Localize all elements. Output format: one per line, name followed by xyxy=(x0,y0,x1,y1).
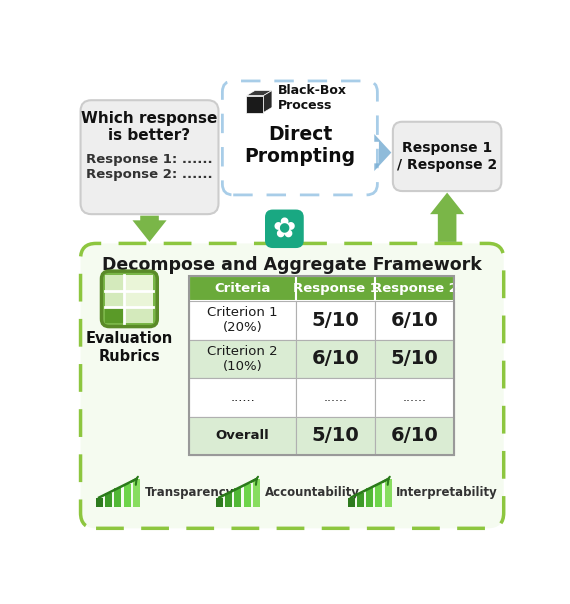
Text: Decompose and Aggregate Framework: Decompose and Aggregate Framework xyxy=(102,255,482,274)
Bar xyxy=(376,484,382,507)
FancyBboxPatch shape xyxy=(80,243,504,528)
Bar xyxy=(366,488,373,507)
Text: Accountability: Accountability xyxy=(264,486,360,500)
Bar xyxy=(124,275,153,291)
Bar xyxy=(296,276,375,301)
FancyBboxPatch shape xyxy=(222,81,377,195)
Bar xyxy=(253,479,260,507)
Text: Response 1: ......
Response 2: ......: Response 1: ...... Response 2: ...... xyxy=(86,153,213,181)
Text: Direct
Prompting: Direct Prompting xyxy=(245,124,356,165)
Text: 5/10: 5/10 xyxy=(390,350,438,368)
Bar xyxy=(244,484,251,507)
Text: ......: ...... xyxy=(402,391,426,404)
Bar xyxy=(357,493,364,507)
Text: Overall: Overall xyxy=(215,429,270,442)
Text: Which response
is better?: Which response is better? xyxy=(82,111,218,143)
Text: Response 2: Response 2 xyxy=(372,282,458,295)
Bar xyxy=(105,275,124,291)
FancyBboxPatch shape xyxy=(393,122,502,191)
Text: 6/10: 6/10 xyxy=(390,426,438,445)
Bar xyxy=(385,479,392,507)
Text: ......: ...... xyxy=(324,391,348,404)
Bar xyxy=(189,276,454,455)
Bar xyxy=(105,307,124,323)
Bar xyxy=(96,498,103,507)
Bar xyxy=(189,276,296,301)
FancyBboxPatch shape xyxy=(101,271,157,327)
Bar xyxy=(124,307,153,323)
Bar xyxy=(189,301,296,339)
Polygon shape xyxy=(132,216,166,242)
Text: 6/10: 6/10 xyxy=(390,311,438,330)
Bar xyxy=(296,339,375,378)
Bar xyxy=(124,484,131,507)
Bar xyxy=(296,417,375,455)
Bar xyxy=(114,488,121,507)
Bar xyxy=(375,276,454,301)
Bar xyxy=(234,488,241,507)
Text: ✿: ✿ xyxy=(273,215,296,243)
Bar xyxy=(105,493,112,507)
Text: Criterion 2
(10%): Criterion 2 (10%) xyxy=(207,345,278,373)
Bar xyxy=(375,378,454,417)
Text: 5/10: 5/10 xyxy=(312,311,360,330)
Text: 5/10: 5/10 xyxy=(312,426,360,445)
Text: Criteria: Criteria xyxy=(214,282,271,295)
Polygon shape xyxy=(263,91,272,112)
Text: Response 1
/ Response 2: Response 1 / Response 2 xyxy=(397,141,497,172)
Bar xyxy=(189,339,296,378)
Bar xyxy=(189,378,296,417)
FancyBboxPatch shape xyxy=(265,210,304,248)
Polygon shape xyxy=(374,134,392,171)
Bar xyxy=(124,291,153,307)
Text: Interpretability: Interpretability xyxy=(396,486,498,500)
Polygon shape xyxy=(430,193,464,242)
Polygon shape xyxy=(246,91,272,95)
Bar xyxy=(105,291,124,307)
Bar xyxy=(133,479,140,507)
Bar xyxy=(296,301,375,339)
Text: Evaluation
Rubrics: Evaluation Rubrics xyxy=(86,331,173,364)
Bar xyxy=(216,498,223,507)
Bar xyxy=(225,493,232,507)
Bar xyxy=(375,301,454,339)
Text: Criterion 1
(20%): Criterion 1 (20%) xyxy=(207,306,278,335)
Text: 6/10: 6/10 xyxy=(312,350,360,368)
Bar xyxy=(375,339,454,378)
Bar xyxy=(189,417,296,455)
FancyBboxPatch shape xyxy=(80,100,218,214)
Text: ......: ...... xyxy=(230,391,255,404)
Bar xyxy=(375,417,454,455)
Bar xyxy=(348,498,355,507)
Polygon shape xyxy=(246,95,263,112)
Text: Transparency: Transparency xyxy=(144,486,234,500)
Text: Response 1: Response 1 xyxy=(292,282,378,295)
Bar xyxy=(296,378,375,417)
Text: Black-Box
Process: Black-Box Process xyxy=(278,84,347,112)
